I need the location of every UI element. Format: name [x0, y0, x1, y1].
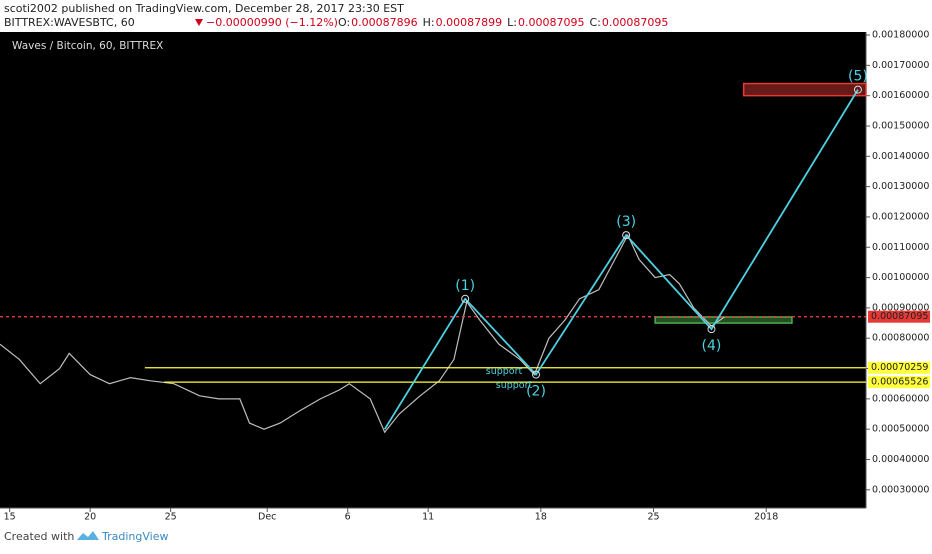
y-tick-label: 0.00100000 — [872, 272, 929, 283]
ohlc-label: C: — [589, 16, 600, 29]
price-line — [0, 233, 725, 434]
ohlc-value: 0.00087095 — [602, 16, 668, 29]
chart-title: Waves / Bitcoin, 60, BITTREX — [12, 40, 163, 52]
y-tick-label: 0.00120000 — [872, 211, 929, 222]
price-tag-label: 0.00087095 — [871, 311, 928, 322]
wave-point — [532, 370, 541, 379]
zone — [742, 82, 867, 97]
price-tag-label: 0.00065526 — [871, 377, 928, 388]
ohlc-value: 0.00087095 — [518, 16, 584, 29]
support-label: support — [496, 380, 533, 391]
x-tick-label: Dec — [258, 512, 276, 523]
x-tick-label: 11 — [422, 512, 434, 523]
change: −0.00000990 (−1.12%) — [206, 16, 338, 29]
wave-label: (5) — [848, 69, 868, 85]
wave-point — [853, 85, 862, 94]
wave-label: (2) — [526, 384, 546, 400]
price-tag — [868, 361, 930, 374]
x-tick-label: 20 — [84, 512, 96, 523]
y-tick-label: 0.00050000 — [872, 424, 929, 435]
y-tick-label: 0.00080000 — [872, 333, 929, 344]
y-tick-label: 0.00170000 — [872, 60, 929, 71]
y-tick-label: 0.00060000 — [872, 393, 929, 404]
y-tick-label: 0.00130000 — [872, 181, 929, 192]
plot-background — [0, 32, 866, 508]
symbol: BITTREX:WAVESBTC, 60 — [4, 16, 135, 29]
price-tag — [868, 376, 930, 389]
ohlc-label: H: — [423, 16, 435, 29]
wave-label: (1) — [455, 278, 475, 294]
y-tick-label: 0.00110000 — [872, 242, 929, 253]
x-tick-label: 25 — [165, 512, 177, 523]
down-arrow — [195, 19, 203, 26]
price-tag-label: 0.00070259 — [871, 362, 928, 373]
price-tag — [868, 310, 930, 323]
wave-point — [622, 231, 631, 240]
logo — [77, 531, 99, 540]
wave-line — [383, 89, 859, 430]
y-tick-label: 0.00150000 — [872, 120, 929, 131]
x-tick-label: 2018 — [754, 512, 778, 523]
footer-brand: TradingView — [101, 530, 168, 543]
author-line: scoti2002 published on TradingView.com, … — [4, 2, 404, 15]
wave-label: (3) — [616, 214, 636, 230]
y-tick-label: 0.00030000 — [872, 484, 929, 495]
y-tick-label: 0.00180000 — [872, 30, 929, 41]
support-label: support — [486, 366, 523, 377]
y-tick-label: 0.00160000 — [872, 90, 929, 101]
x-tick-label: 25 — [647, 512, 659, 523]
wave-label: (4) — [702, 338, 722, 354]
footer-created: Created with — [4, 530, 74, 543]
y-tick-label: 0.00090000 — [872, 302, 929, 313]
ohlc-label: O: — [338, 16, 350, 29]
ohlc-value: 0.00087899 — [436, 16, 502, 29]
y-tick-label: 0.00140000 — [872, 151, 929, 162]
ohlc-value: 0.00087896 — [351, 16, 417, 29]
x-tick-label: 6 — [345, 512, 351, 523]
y-tick-label: 0.00040000 — [872, 454, 929, 465]
wave-point — [461, 294, 470, 303]
x-tick-label: 18 — [535, 512, 547, 523]
ohlc-label: L: — [507, 16, 517, 29]
wave-point — [707, 325, 716, 334]
x-tick-label: 15 — [4, 512, 16, 523]
